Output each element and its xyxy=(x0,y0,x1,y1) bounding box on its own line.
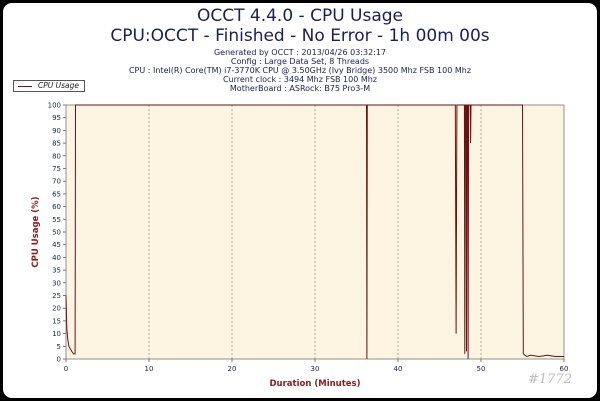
info-cpu: CPU : Intel(R) Core(TM) i7-3770K CPU @ 3… xyxy=(128,66,472,75)
y-tick-label: 10 xyxy=(52,330,61,338)
y-tick-label: 70 xyxy=(52,178,61,186)
y-tick-label: 75 xyxy=(52,165,61,173)
y-tick-label: 30 xyxy=(52,279,61,287)
y-tick-label: 55 xyxy=(52,216,61,224)
x-tick-label: 30 xyxy=(311,365,320,373)
x-tick-label: 20 xyxy=(228,365,237,373)
y-tick-label: 60 xyxy=(52,203,61,211)
y-tick-label: 95 xyxy=(52,114,61,122)
info-generated: Generated by OCCT : 2013/04/26 03:32:17 xyxy=(213,48,387,57)
legend-swatch xyxy=(18,86,32,87)
y-tick-label: 50 xyxy=(52,229,61,237)
y-tick-label: 40 xyxy=(52,254,61,262)
x-tick-label: 40 xyxy=(394,365,403,373)
y-axis-label: CPU Usage (%) xyxy=(31,196,41,267)
chart-legend: CPU Usage xyxy=(13,80,85,92)
x-tick-label: 10 xyxy=(145,365,154,373)
info-motherboard: MotherBoard : ASRock: B75 Pro3-M xyxy=(229,84,371,93)
y-tick-label: 65 xyxy=(52,190,61,198)
y-tick-label: 25 xyxy=(52,292,61,300)
chart-title: OCCT 4.4.0 - CPU Usage xyxy=(196,6,404,26)
y-tick-label: 45 xyxy=(52,241,61,249)
y-tick-label: 90 xyxy=(52,127,61,135)
y-tick-label: 20 xyxy=(52,305,61,313)
y-tick-label: 35 xyxy=(52,267,61,275)
y-tick-label: 100 xyxy=(48,102,61,110)
series-line-cpu-usage xyxy=(65,104,564,360)
x-tick-label: 50 xyxy=(477,365,486,373)
x-axis-label: Duration (Minutes) xyxy=(270,379,361,389)
chart-subtitle: CPU:OCCT - Finished - No Error - 1h 00m … xyxy=(110,26,490,46)
plot-area xyxy=(66,105,564,359)
info-clock: Current clock : 3494 Mhz FSB 100 Mhz xyxy=(222,75,378,84)
y-tick-label: 15 xyxy=(52,317,61,325)
legend-label: CPU Usage xyxy=(38,81,80,90)
y-tick-label: 85 xyxy=(52,140,61,148)
x-tick-label: 60 xyxy=(560,365,569,373)
x-tick-label: 0 xyxy=(64,365,68,373)
y-tick-label: 0 xyxy=(57,356,61,364)
y-tick-label: 80 xyxy=(52,152,61,160)
watermark: #1772 xyxy=(528,372,572,387)
y-tick-label: 5 xyxy=(57,343,61,351)
info-config: Config : Large Data Set, 8 Threads xyxy=(230,57,370,66)
